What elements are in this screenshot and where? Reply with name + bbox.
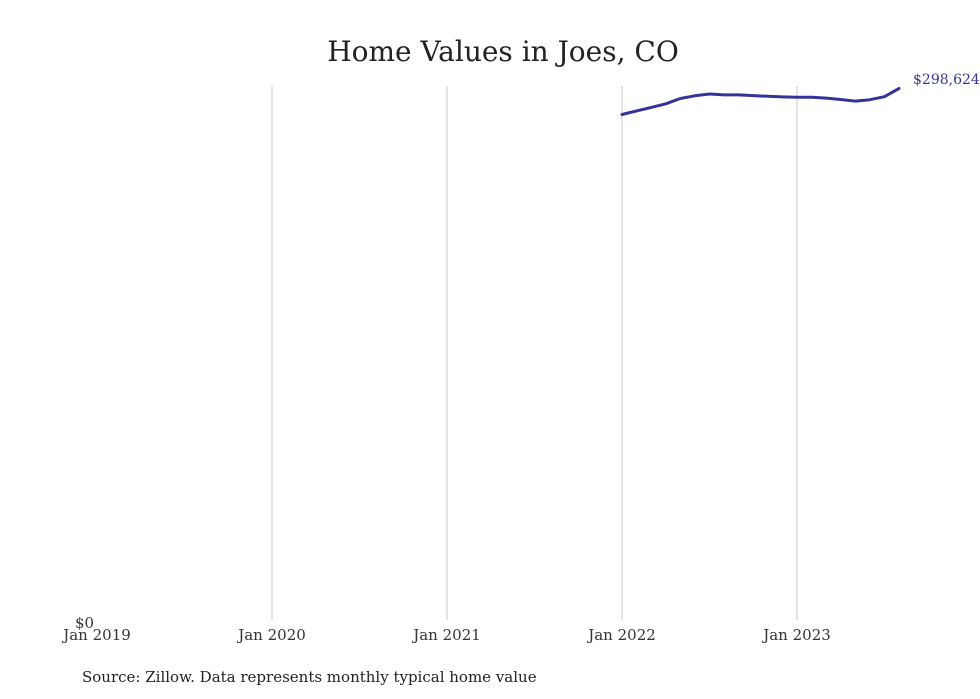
grid-lines <box>271 86 798 620</box>
x-axis-ticks: Jan 2019 Jan 2020 Jan 2021 Jan 2022 Jan 2023 <box>61 626 831 644</box>
x-tick-label: Jan 2020 <box>236 626 306 644</box>
x-tick-label: Jan 2023 <box>761 626 831 644</box>
x-tick-label: Jan 2019 <box>61 626 131 644</box>
x-tick-label: Jan 2022 <box>586 626 656 644</box>
series-group <box>620 86 901 116</box>
end-value-label: $298,624 <box>913 72 980 88</box>
y-tick-label: $0 <box>75 614 94 632</box>
series-line <box>620 86 901 116</box>
x-tick-label: Jan 2021 <box>411 626 481 644</box>
source-note: Source: Zillow. Data represents monthly … <box>82 668 537 686</box>
chart-title: Home Values in Joes, CO <box>327 35 679 68</box>
